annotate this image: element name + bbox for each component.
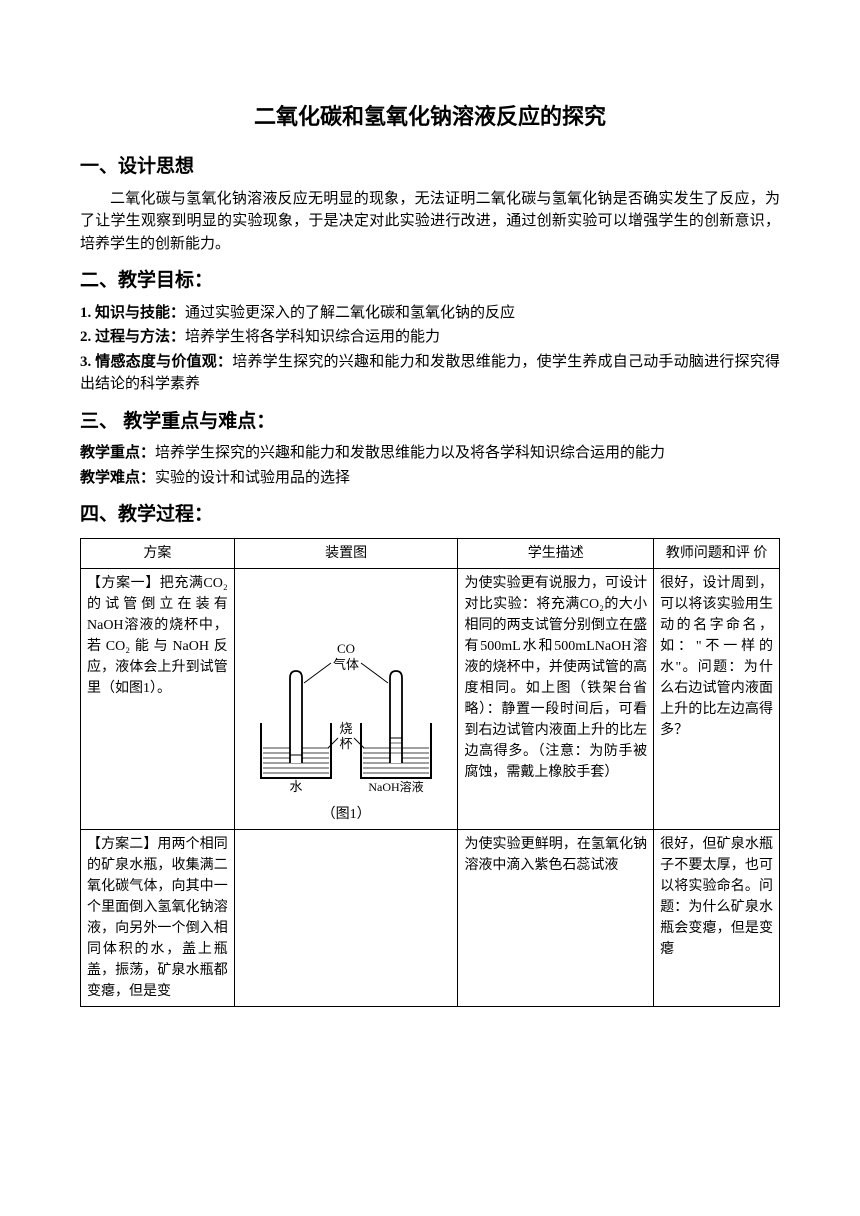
focus-line: 教学重点：培养学生探究的兴趣和能力和发散思维能力以及将各学科知识综合运用的能力	[80, 442, 780, 465]
goal-item-3: 3. 情感态度与价值观：培养学生探究的兴趣和能力和发散思维能力，使学生养成自己动…	[80, 351, 780, 396]
focus-text: 培养学生探究的兴趣和能力和发散思维能力以及将各学科知识综合运用的能力	[155, 445, 665, 461]
table-row: 【方案一】把充满CO₂的试管倒立在装有NaOH溶液的烧杯中，若CO₂能与NaOH…	[81, 568, 780, 829]
difficulty-line: 教学难点：实验的设计和试验用品的选择	[80, 467, 780, 490]
goal-text-2: 培养学生将各学科知识综合运用的能力	[185, 329, 440, 345]
goal-item-1: 1. 知识与技能：通过实验更深入的了解二氧化碳和氢氧化钠的反应	[80, 302, 780, 325]
section3-heading: 三、 教学重点与难点：	[80, 408, 780, 437]
th-plan: 方案	[81, 538, 235, 568]
goal-label-3: 3. 情感态度与价值观：	[80, 354, 232, 370]
goal-label-2: 2. 过程与方法：	[80, 329, 185, 345]
goal-text-1: 通过实验更深入的了解二氧化碳和氢氧化钠的反应	[185, 305, 515, 321]
teacher1-cell: 很好，设计周到，可以将该实验用生动的名字命名，如："不一样的水"。问题：为什么右…	[654, 568, 780, 829]
apparatus-diagram: CO 气体 烧 杯 水 NaOH溶液	[246, 633, 446, 793]
focus-label: 教学重点：	[80, 445, 155, 461]
label-beakerword2: 杯	[340, 736, 353, 751]
label-naoh: NaOH溶液	[368, 779, 423, 793]
label-water: 水	[290, 779, 303, 793]
th-teacher: 教师问题和评 价	[654, 538, 780, 568]
th-student: 学生描述	[458, 538, 654, 568]
section4-heading: 四、教学过程：	[80, 501, 780, 530]
section2-heading: 二、教学目标：	[80, 267, 780, 296]
student1-cell: 为使实验更有说服力，可设计对比实验：将充满CO₂的大小相同的两支试管分别倒立在盛…	[458, 568, 654, 829]
section1-heading: 一、设计思想	[80, 153, 780, 182]
process-table: 方案 装置图 学生描述 教师问题和评 价 【方案一】把充满CO₂的试管倒立在装有…	[80, 538, 780, 1007]
table-header-row: 方案 装置图 学生描述 教师问题和评 价	[81, 538, 780, 568]
label-beakerword: 烧	[340, 721, 353, 736]
goal-label-1: 1. 知识与技能：	[80, 305, 185, 321]
label-gas: 气体	[333, 657, 359, 672]
diagram-wrap: CO 气体 烧 杯 水 NaOH溶液 （图1）	[241, 573, 452, 825]
teacher2-cell: 很好，但矿泉水瓶子不要太厚，也可以将实验命名。问题：为什么矿泉水瓶会变瘪，但是变…	[654, 829, 780, 1006]
diagram1-cell: CO 气体 烧 杯 水 NaOH溶液 （图1）	[234, 568, 458, 829]
plan2-cell: 【方案二】用两个相同的矿泉水瓶，收集满二氧化碳气体，向其中一个里面倒入氢氧化钠溶…	[81, 829, 235, 1006]
page-title: 二氧化碳和氢氧化钠溶液反应的探究	[80, 100, 780, 133]
diagram2-cell	[234, 829, 458, 1006]
difficulty-label: 教学难点：	[80, 470, 155, 486]
plan1-cell: 【方案一】把充满CO₂的试管倒立在装有NaOH溶液的烧杯中，若CO₂能与NaOH…	[81, 568, 235, 829]
table-row: 【方案二】用两个相同的矿泉水瓶，收集满二氧化碳气体，向其中一个里面倒入氢氧化钠溶…	[81, 829, 780, 1006]
th-diagram: 装置图	[234, 538, 458, 568]
goal-item-2: 2. 过程与方法：培养学生将各学科知识综合运用的能力	[80, 326, 780, 349]
label-co: CO	[337, 641, 355, 656]
section1-body: 二氧化碳与氢氧化钠溶液反应无明显的现象，无法证明二氧化碳与氢氧化钠是否确实发生了…	[80, 188, 780, 256]
diagram-caption: （图1）	[241, 804, 452, 825]
student2-cell: 为使实验更鲜明，在氢氧化钠溶液中滴入紫色石蕊试液	[458, 829, 654, 1006]
difficulty-text: 实验的设计和试验用品的选择	[155, 470, 350, 486]
